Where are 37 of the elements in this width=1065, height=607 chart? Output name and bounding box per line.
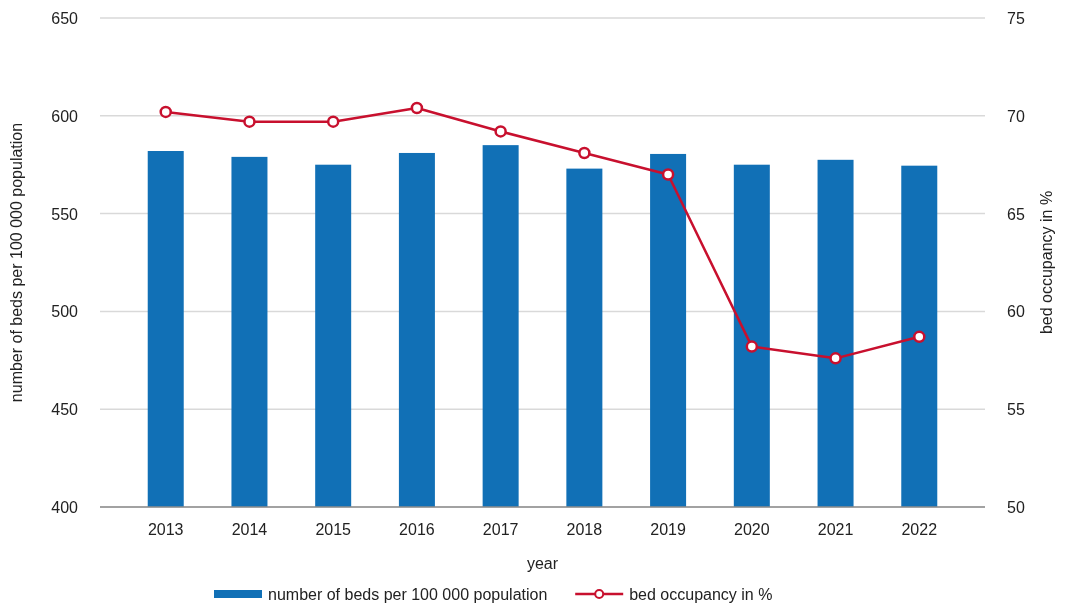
x-tick-label: 2022 xyxy=(901,521,938,538)
y2-tick-label: 55 xyxy=(1007,401,1025,419)
point xyxy=(159,105,172,119)
x-tick-label: 2018 xyxy=(566,521,603,538)
point xyxy=(410,101,424,115)
legend-label: number of beds per 100 000 population xyxy=(268,586,548,603)
y-tick-label: 500 xyxy=(51,303,79,321)
point xyxy=(913,330,926,344)
y2-tick-label: 50 xyxy=(1007,499,1025,516)
x-tick-label: 2019 xyxy=(650,521,686,538)
x-tick-label: 2017 xyxy=(482,521,519,538)
y2-tick-label: 70 xyxy=(1007,107,1025,125)
point xyxy=(243,115,256,128)
point xyxy=(326,115,340,128)
y2-axis-title: bed occupancy in % xyxy=(1038,190,1055,335)
y-tick-label: 400 xyxy=(51,499,79,516)
x-tick-label: 2014 xyxy=(231,521,268,538)
point xyxy=(494,125,507,138)
point xyxy=(661,168,675,181)
y-tick-label: 600 xyxy=(51,107,79,125)
y-axis-title: number of beds per 100 000 population xyxy=(8,122,25,403)
point xyxy=(745,340,759,353)
y-tick-label: 550 xyxy=(51,205,79,223)
y-tick-label: 650 xyxy=(51,10,79,27)
point xyxy=(829,352,842,365)
x-tick-label: 2016 xyxy=(399,521,435,538)
legend-label: bed occupancy in % xyxy=(629,586,773,603)
x-tick-label: 2021 xyxy=(817,521,854,538)
y-tick-label: 450 xyxy=(51,401,79,419)
x-tick-label: 2020 xyxy=(734,521,770,538)
x-tick-label: 2015 xyxy=(315,521,352,538)
x-tick-label: 2013 xyxy=(147,521,184,538)
point xyxy=(578,146,591,160)
x-axis-title: year xyxy=(526,555,559,572)
y2-tick-label: 65 xyxy=(1007,205,1025,223)
y2-tick-label: 60 xyxy=(1007,303,1025,321)
y2-tick-label: 75 xyxy=(1007,10,1025,27)
